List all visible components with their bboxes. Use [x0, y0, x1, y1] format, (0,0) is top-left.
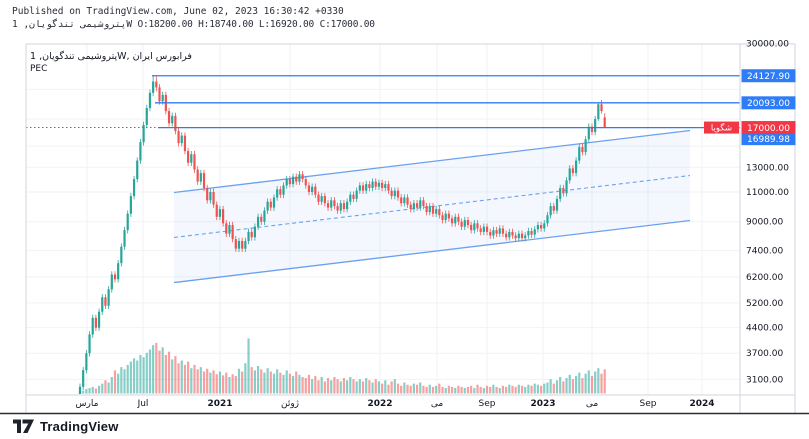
svg-text:مارس: مارس — [76, 399, 99, 409]
published-line: Published on TradingView.com, June 02, 2… — [12, 6, 344, 17]
candles-layer — [78, 75, 606, 394]
symbol-ohlc-line: پتروشیمی تندگویان, 1W O:18200.00 H:18740… — [12, 19, 375, 30]
svg-text:3700.00: 3700.00 — [746, 349, 783, 359]
svg-text:2024: 2024 — [689, 399, 714, 409]
svg-text:6200.00: 6200.00 — [746, 273, 783, 283]
footer: TradingView — [13, 419, 119, 434]
svg-text:13000.00: 13000.00 — [746, 163, 789, 173]
svg-text:2021: 2021 — [207, 399, 232, 409]
svg-text:Sep: Sep — [479, 399, 496, 409]
svg-text:Jul: Jul — [137, 399, 149, 409]
svg-text:20093.00: 20093.00 — [747, 99, 790, 109]
svg-text:شگویا: شگویا — [711, 123, 732, 134]
symbol-price-tag: شگویا — [704, 121, 739, 134]
svg-text:11000.00: 11000.00 — [746, 188, 789, 198]
legend-subtitle: PEC — [30, 64, 48, 74]
price-axis[interactable]: 30000.00 13000.00 11000.00 9000.00 7400.00 62… — [741, 40, 796, 386]
svg-text:می: می — [586, 399, 599, 409]
chart-frame — [25, 43, 796, 414]
svg-text:7400.00: 7400.00 — [746, 247, 783, 257]
svg-text:ژوئن: ژوئن — [281, 399, 299, 409]
svg-text:2023: 2023 — [530, 399, 555, 409]
svg-text:4400.00: 4400.00 — [746, 324, 783, 334]
chart-legend[interactable]: پتروشیمی تندگویان, 1W, فرابورس ایران PEC — [30, 51, 192, 75]
svg-text:30000.00: 30000.00 — [746, 40, 789, 50]
tradingview-logo-icon — [13, 419, 34, 433]
svg-text:9000.00: 9000.00 — [746, 218, 783, 228]
svg-text:می: می — [431, 399, 444, 409]
svg-text:2022: 2022 — [367, 399, 392, 409]
svg-text:3100.00: 3100.00 — [746, 375, 783, 385]
tradingview-brand-text: TradingView — [40, 419, 119, 434]
svg-text:24127.90: 24127.90 — [747, 72, 790, 82]
volume-bars — [78, 338, 606, 394]
svg-text:Sep: Sep — [640, 399, 657, 409]
svg-text:5200.00: 5200.00 — [746, 299, 783, 309]
legend-symbol-title[interactable]: پتروشیمی تندگویان, 1W, فرابورس ایران — [30, 51, 192, 62]
price-level-rays[interactable] — [152, 75, 740, 129]
svg-text:16989.98: 16989.98 — [747, 135, 790, 145]
time-axis[interactable]: مارس Jul 2021 ژوئن 2022 می Sep 2023 می Sep 2024 — [76, 399, 715, 409]
svg-text:17000.00: 17000.00 — [747, 124, 790, 134]
published-header: Published on TradingView.com, June 02, 2… — [12, 5, 375, 31]
